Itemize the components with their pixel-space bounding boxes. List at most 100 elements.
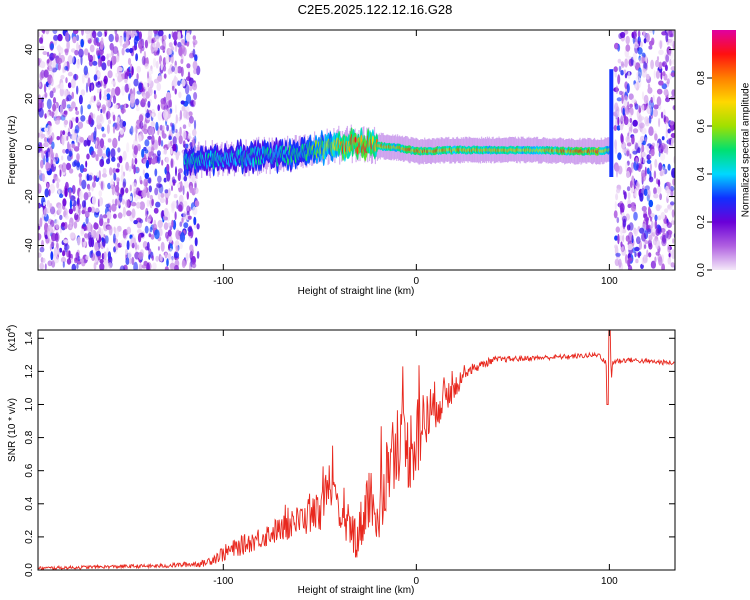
noise-speck-1 xyxy=(637,116,643,125)
noise-speck-0 xyxy=(168,135,172,141)
noise-speck-0 xyxy=(153,207,159,214)
noise-speck-0 xyxy=(178,135,183,145)
noise-speck-0 xyxy=(38,144,41,154)
noise-speck-1 xyxy=(653,104,659,110)
noise-speck-0 xyxy=(67,82,72,89)
snr-frame xyxy=(37,329,676,571)
noise-speck-0 xyxy=(155,182,162,189)
noise-speck-1 xyxy=(630,107,634,116)
noise-speck-1 xyxy=(623,116,629,126)
noise-speck-0 xyxy=(172,136,177,146)
noise-speck-0 xyxy=(62,130,66,136)
noise-speck-1 xyxy=(661,83,667,90)
noise-speck-0 xyxy=(176,199,179,210)
noise-speck-0 xyxy=(79,136,84,143)
noise-speck-1 xyxy=(619,90,623,95)
noise-speck-1 xyxy=(665,54,670,63)
noise-speck-1 xyxy=(667,257,672,265)
noise-speck-0 xyxy=(88,185,91,192)
noise-speck-0 xyxy=(186,63,191,69)
noise-speck-0 xyxy=(80,38,84,48)
noise-speck-0 xyxy=(136,65,141,73)
snr-y-tick-label: 0.2 xyxy=(24,530,35,544)
noise-speck-1 xyxy=(655,251,660,256)
noise-speck-0 xyxy=(177,80,181,86)
noise-speck-0 xyxy=(81,209,86,215)
noise-speck-0 xyxy=(99,218,104,227)
noise-speck-1 xyxy=(640,41,643,48)
noise-speck-1 xyxy=(670,133,675,138)
noise-speck-0 xyxy=(119,119,124,129)
snr-y-tick-label: 0.8 xyxy=(24,430,35,444)
noise-speck-1 xyxy=(615,44,619,49)
noise-speck-0 xyxy=(74,129,78,134)
noise-speck-1 xyxy=(637,30,641,38)
noise-speck-0 xyxy=(194,237,198,247)
noise-speck-1 xyxy=(652,109,659,117)
noise-speck-0 xyxy=(50,43,54,50)
noise-speck-0 xyxy=(51,233,57,242)
noise-speck-0 xyxy=(120,104,125,115)
noise-speck-0 xyxy=(146,218,151,223)
noise-speck-0 xyxy=(118,155,123,164)
noise-speck-0 xyxy=(107,53,112,58)
noise-speck-0 xyxy=(146,241,150,251)
noise-speck-0 xyxy=(170,158,173,169)
noise-speck-0 xyxy=(75,116,79,124)
noise-speck-0 xyxy=(57,44,61,53)
noise-speck-1 xyxy=(642,254,648,264)
noise-speck-0 xyxy=(131,242,135,249)
noise-speck-0 xyxy=(46,59,50,64)
noise-speck-0 xyxy=(66,104,71,109)
noise-speck-1 xyxy=(635,181,640,191)
noise-speck-0 xyxy=(154,168,158,177)
noise-speck-1 xyxy=(660,142,666,150)
noise-speck-1 xyxy=(653,193,659,199)
noise-speck-1 xyxy=(627,243,633,251)
noise-speck-0 xyxy=(88,59,93,67)
noise-speck-0 xyxy=(146,199,150,207)
noise-speck-0 xyxy=(135,53,139,62)
noise-speck-1 xyxy=(616,97,622,102)
noise-speck-0 xyxy=(41,150,45,160)
noise-speck-0 xyxy=(130,93,135,104)
noise-speck-0 xyxy=(155,201,161,208)
noise-speck-1 xyxy=(648,199,654,208)
noise-speck-0 xyxy=(151,255,154,261)
noise-speck-0 xyxy=(182,124,187,129)
noise-speck-0 xyxy=(165,197,169,205)
colorbar-tick-label: 0.6 xyxy=(696,119,707,133)
noise-speck-0 xyxy=(91,119,95,126)
noise-speck-0 xyxy=(96,115,101,126)
noise-speck-0 xyxy=(143,158,147,164)
noise-speck-0 xyxy=(130,125,134,136)
noise-speck-0 xyxy=(154,229,160,240)
noise-speck-0 xyxy=(188,111,193,117)
noise-speck-0 xyxy=(92,54,96,63)
noise-speck-1 xyxy=(672,178,675,186)
noise-speck-0 xyxy=(117,147,121,153)
noise-speck-0 xyxy=(168,235,173,243)
noise-speck-0 xyxy=(67,71,73,77)
noise-speck-1 xyxy=(631,98,637,104)
noise-speck-1 xyxy=(614,201,617,210)
noise-speck-0 xyxy=(112,46,119,55)
noise-speck-0 xyxy=(141,264,147,269)
noise-speck-0 xyxy=(133,145,138,156)
noise-speck-0 xyxy=(163,177,167,183)
noise-speck-0 xyxy=(101,62,107,71)
noise-speck-0 xyxy=(183,175,188,182)
noise-speck-0 xyxy=(115,72,119,78)
noise-speck-0 xyxy=(172,219,177,230)
noise-speck-0 xyxy=(113,104,119,109)
noise-speck-0 xyxy=(111,203,117,212)
noise-speck-0 xyxy=(59,214,63,221)
noise-speck-1 xyxy=(613,210,618,219)
noise-speck-0 xyxy=(158,135,162,146)
noise-speck-1 xyxy=(657,215,662,221)
noise-speck-1 xyxy=(661,263,665,270)
noise-speck-0 xyxy=(118,135,121,142)
noise-speck-0 xyxy=(185,32,191,42)
noise-speck-0 xyxy=(101,55,106,62)
noise-speck-0 xyxy=(99,91,102,101)
